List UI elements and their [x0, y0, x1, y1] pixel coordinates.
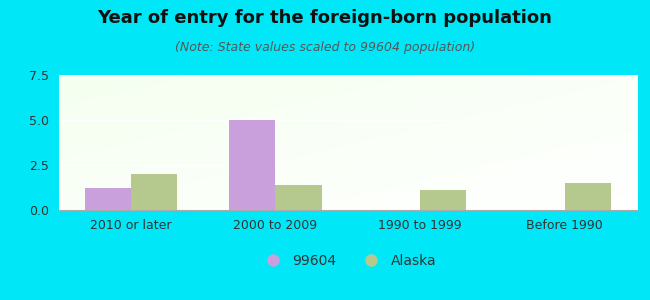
- Bar: [131, 174, 177, 210]
- Bar: [229, 120, 276, 210]
- Bar: [276, 185, 322, 210]
- Text: (Note: State values scaled to 99604 population): (Note: State values scaled to 99604 popu…: [175, 40, 475, 53]
- Bar: [565, 183, 611, 210]
- Bar: [84, 188, 131, 210]
- Bar: [420, 190, 466, 210]
- Text: Year of entry for the foreign-born population: Year of entry for the foreign-born popul…: [98, 9, 552, 27]
- Legend: 99604, Alaska: 99604, Alaska: [254, 248, 442, 273]
